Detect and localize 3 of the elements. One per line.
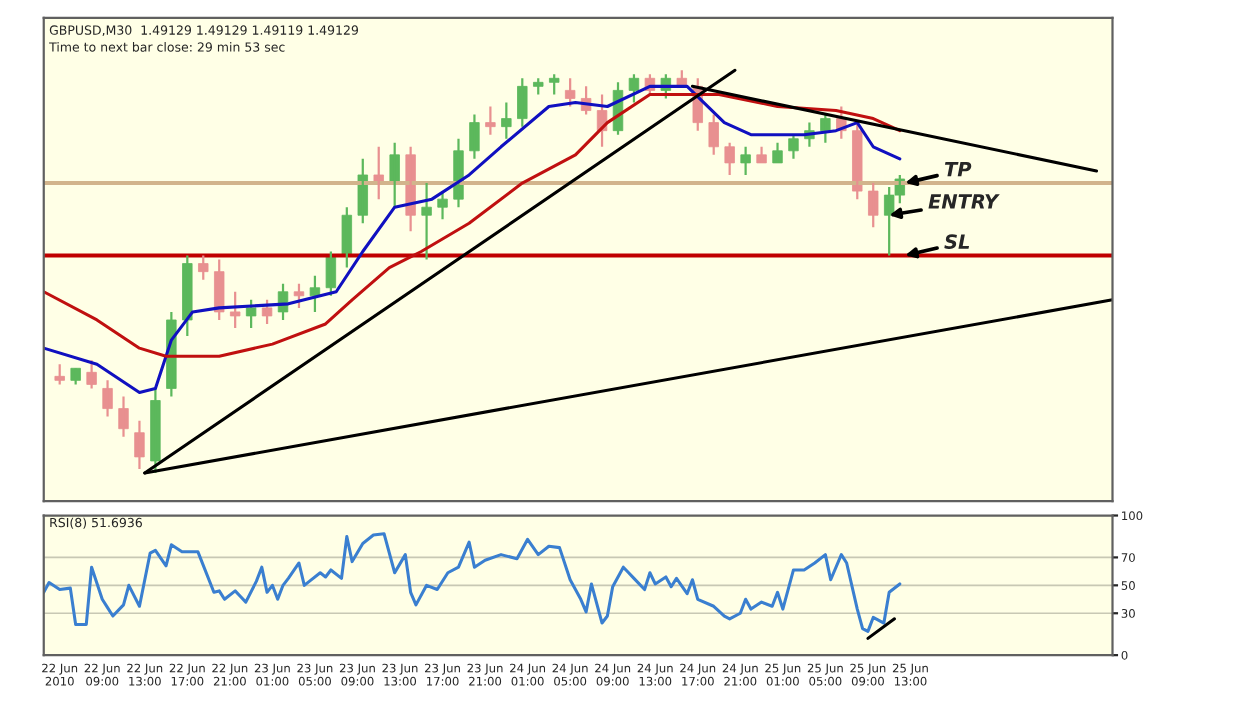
- annotation: ENTRY: [928, 194, 1000, 209]
- annotation: TP: [944, 162, 972, 177]
- annotation: SL: [944, 234, 970, 249]
